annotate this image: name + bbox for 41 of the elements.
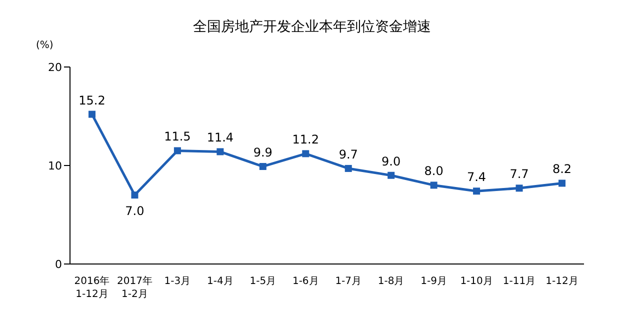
x-tick-label: 2017年 1-2月	[117, 275, 152, 300]
data-label: 11.2	[292, 132, 319, 147]
point	[174, 147, 181, 154]
chart-title: 全国房地产开发企业本年到位资金增速	[192, 18, 432, 36]
x-tick-label: 1-4月	[207, 276, 234, 287]
point	[558, 180, 566, 187]
data-label: 7.0	[125, 204, 144, 218]
point	[516, 184, 523, 192]
point	[88, 110, 96, 118]
data-label: 15.2	[78, 93, 106, 108]
point	[344, 164, 352, 172]
point	[259, 162, 266, 170]
data-label: 9.9	[253, 145, 272, 160]
x-tick-label: 1-3月	[164, 276, 191, 287]
x-tick-label: 1-10月	[460, 276, 493, 287]
x-tick-label: 2016年 1-12月	[74, 275, 110, 300]
data-label: 7.4	[467, 170, 486, 184]
data-label: 9.0	[382, 154, 401, 168]
x-tick-label: 1-11月	[502, 276, 536, 287]
x-tick-label: 1-5月	[250, 276, 276, 287]
x-tick-label: 1-12月	[546, 276, 578, 287]
x-tick-label: 1-9月	[420, 276, 447, 287]
data-label: 8.2	[552, 162, 572, 176]
x-tick-label: 1-6月	[292, 276, 319, 287]
data-label: 11.4	[206, 130, 234, 145]
y-tick-label: 20	[48, 60, 62, 74]
point	[216, 148, 224, 156]
point	[131, 192, 138, 199]
y-tick-label: 0	[55, 258, 62, 271]
point	[388, 172, 395, 179]
x-tick-label: 1-8月	[378, 276, 404, 287]
point	[302, 150, 310, 158]
data-label: 8.0	[424, 164, 444, 178]
y-tick-label: 10	[48, 159, 62, 172]
data-label: 7.7	[510, 167, 529, 182]
y-axis-title: (%)	[36, 40, 54, 51]
point	[473, 188, 480, 195]
x-tick-label: 1-7月	[335, 276, 362, 287]
data-label: 9.7	[338, 147, 358, 162]
data-label: 11.5	[164, 130, 191, 144]
point	[430, 182, 438, 189]
